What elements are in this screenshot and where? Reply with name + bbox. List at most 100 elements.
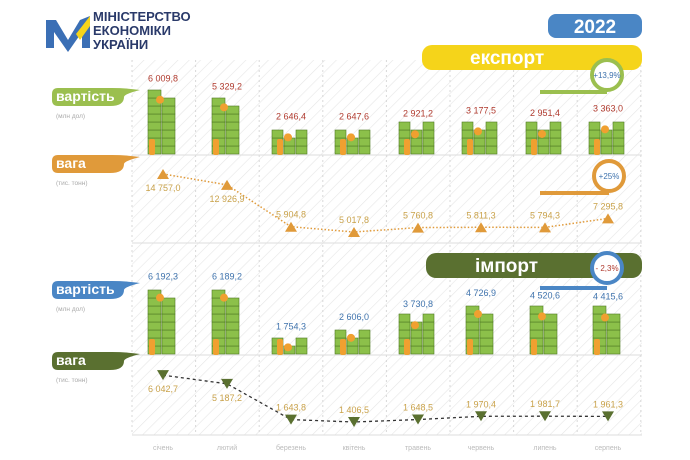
money-stack-block xyxy=(225,337,240,347)
money-stack-block xyxy=(612,137,625,147)
coin-icon xyxy=(474,127,482,136)
money-stack-block xyxy=(147,321,162,331)
money-stack-block xyxy=(465,305,480,315)
money-stack-block xyxy=(225,329,240,339)
money-stack-block xyxy=(358,345,371,355)
money-stack-block xyxy=(479,313,494,323)
money-bag-icon xyxy=(467,339,473,355)
money-stack-block xyxy=(358,329,371,339)
money-stack-block xyxy=(147,305,162,315)
month-label: серпень xyxy=(595,445,622,452)
money-stack-block xyxy=(606,329,621,339)
money-bag-icon xyxy=(404,339,410,355)
weight-data-label: 1 961,3 xyxy=(593,399,623,409)
coin-icon xyxy=(156,95,164,104)
value-data-label: 2 951,4 xyxy=(530,108,560,118)
weight-marker xyxy=(221,378,233,389)
value-data-label: 2 647,6 xyxy=(339,111,369,121)
money-stack-block xyxy=(211,321,226,331)
weight-marker xyxy=(539,411,551,422)
money-stack-block xyxy=(147,329,162,339)
weight-legend-unit: (тис. тонн) xyxy=(56,377,88,384)
change-badge xyxy=(592,159,626,193)
month-label: травень xyxy=(405,445,431,452)
weight-data-label: 5 760,8 xyxy=(403,211,433,221)
money-stack-block xyxy=(479,345,494,355)
weight-marker xyxy=(348,417,360,427)
weight-marker xyxy=(157,370,169,381)
money-stack-block xyxy=(211,129,226,139)
weight-data-label: 1 970,4 xyxy=(466,399,496,409)
money-stack-block xyxy=(398,313,411,323)
value-legend-label: вартість xyxy=(56,88,115,104)
money-stack-block xyxy=(358,129,371,139)
money-stack-block xyxy=(422,321,435,331)
money-bag-icon xyxy=(340,339,346,355)
money-bag-icon xyxy=(149,139,155,155)
money-stack-block xyxy=(147,113,162,123)
value-legend-unit: (млн дол) xyxy=(56,306,85,313)
money-stack-block xyxy=(398,129,411,139)
section-title: експорт xyxy=(470,48,544,69)
money-stack-block xyxy=(549,129,562,139)
money-stack-block xyxy=(225,321,240,331)
weight-data-label: 12 926,9 xyxy=(209,194,244,204)
weight-data-label: 1 648,5 xyxy=(403,403,433,413)
money-stack-block xyxy=(211,313,226,323)
money-stack-block xyxy=(225,129,240,139)
money-stack-block xyxy=(161,305,176,315)
money-stack-block xyxy=(529,329,544,339)
change-value: - 2,3% xyxy=(595,264,618,273)
money-stack-block xyxy=(543,345,558,355)
money-stack-block xyxy=(147,89,162,99)
money-stack-block xyxy=(225,297,240,307)
coin-icon xyxy=(411,130,419,139)
money-stack-block xyxy=(422,129,435,139)
money-stack-block xyxy=(161,137,176,147)
money-stack-block xyxy=(525,121,538,131)
money-stack-block xyxy=(161,321,176,331)
money-stack-block xyxy=(295,145,308,155)
value-data-label: 4 415,6 xyxy=(593,292,623,302)
money-stack-block xyxy=(161,345,176,355)
money-stack-block xyxy=(422,145,435,155)
money-stack-block xyxy=(422,329,435,339)
weight-marker xyxy=(412,222,424,233)
coin-icon xyxy=(411,321,419,330)
money-stack-block xyxy=(225,145,240,155)
money-stack-block xyxy=(211,305,226,315)
money-stack-block xyxy=(479,337,494,347)
value-legend-label: вартість xyxy=(56,281,115,297)
weight-data-label: 5 794,3 xyxy=(530,210,560,220)
money-stack-block xyxy=(537,137,550,147)
money-stack-block xyxy=(612,121,625,131)
money-stack-block xyxy=(398,329,411,339)
value-data-label: 3 363,0 xyxy=(593,103,623,113)
money-stack-block xyxy=(225,121,240,131)
year-badge xyxy=(548,14,642,38)
value-data-label: 4 520,6 xyxy=(530,290,560,300)
money-stack-block xyxy=(422,345,435,355)
money-stack-block xyxy=(211,329,226,339)
money-stack-block xyxy=(422,121,435,131)
weight-marker xyxy=(539,222,551,233)
money-stack-block xyxy=(600,137,613,147)
money-stack-block xyxy=(461,121,474,131)
weight-legend-label: вага xyxy=(56,155,86,171)
money-stack-block xyxy=(485,129,498,139)
coin-icon xyxy=(538,129,546,138)
coin-icon xyxy=(284,343,292,352)
money-stack-block xyxy=(295,337,308,347)
coin-icon xyxy=(220,103,228,112)
weight-marker xyxy=(602,411,614,422)
money-stack-block xyxy=(225,137,240,147)
money-stack-block xyxy=(525,129,538,139)
money-stack-block xyxy=(461,129,474,139)
money-stack-block xyxy=(549,121,562,131)
money-stack-block xyxy=(161,297,176,307)
month-label: січень xyxy=(153,444,173,452)
coin-icon xyxy=(474,310,482,319)
weight-marker xyxy=(221,179,233,190)
money-stack-block xyxy=(473,137,486,147)
weight-data-label: 1 406,5 xyxy=(339,405,369,415)
